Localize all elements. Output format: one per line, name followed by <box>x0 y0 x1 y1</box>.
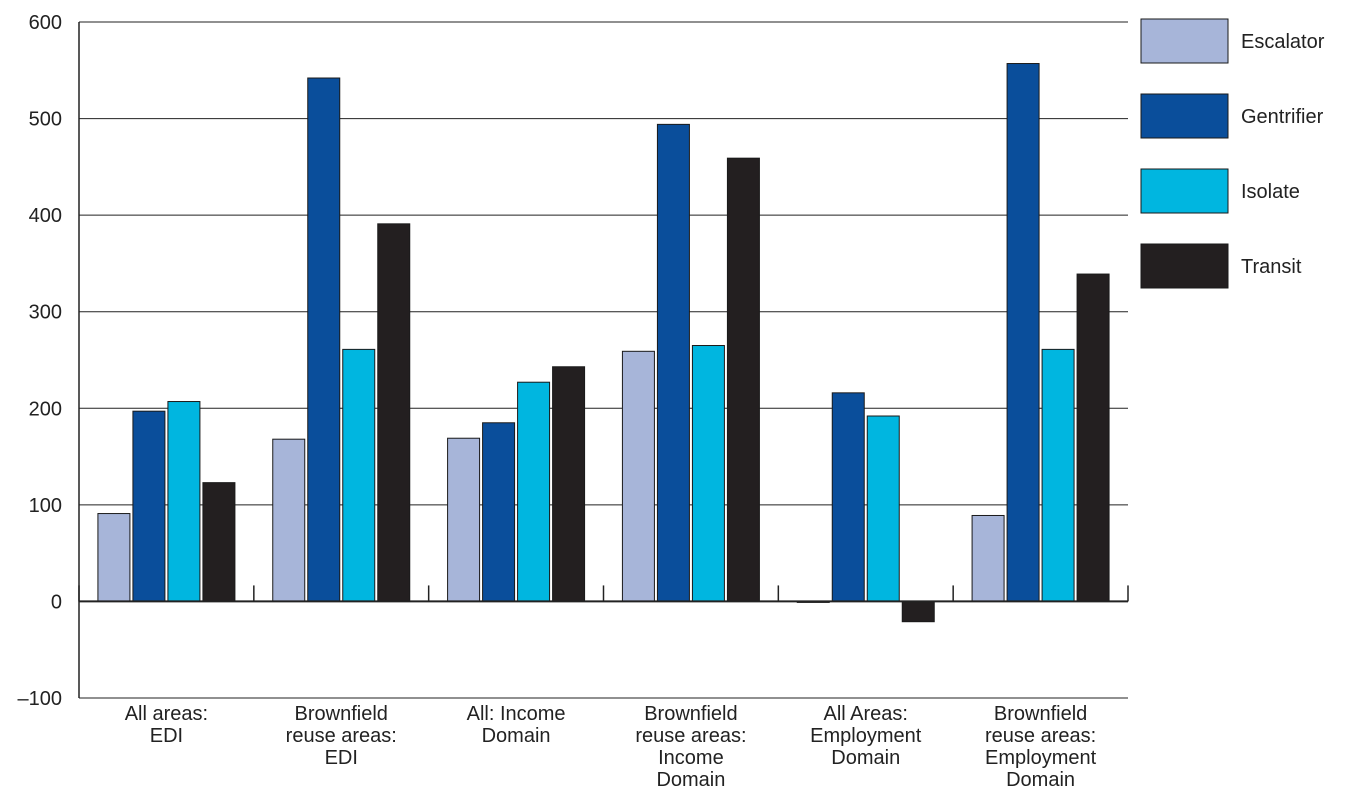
x-category-label-line: Employment <box>810 725 922 747</box>
y-tick-label: 500 <box>29 109 62 131</box>
x-category-label-line: Brownfield <box>295 703 388 725</box>
bar <box>517 381 551 602</box>
y-tick-label: 0 <box>51 591 62 613</box>
x-category-label: Brownfield reuse areas: Income Domain <box>635 703 746 791</box>
x-category-label: Brownfield reuse areas: EDI <box>286 703 397 769</box>
bar <box>971 514 1005 602</box>
bar <box>1006 63 1040 602</box>
x-category-label: Brownfield reuse areas: Employment Domain <box>985 703 1097 791</box>
bar <box>272 438 306 602</box>
x-category-label-line: Domain <box>656 769 725 791</box>
bar <box>1041 348 1075 602</box>
bar <box>726 157 760 602</box>
x-category-label-line: reuse areas: <box>635 725 746 747</box>
legend-label: Transit <box>1241 256 1302 278</box>
gridlines <box>79 21 1128 506</box>
y-tick-label: 400 <box>29 205 62 227</box>
y-tick-label: 100 <box>29 495 62 517</box>
x-category-label-line: Domain <box>482 725 551 747</box>
x-category-label-line: EDI <box>150 725 183 747</box>
bar <box>866 415 900 602</box>
legend-label: Isolate <box>1241 181 1300 203</box>
bar <box>482 422 516 602</box>
axes <box>78 22 1129 699</box>
x-category-label-line: reuse areas: <box>985 725 1096 747</box>
x-category-label-line: Domain <box>1006 769 1075 791</box>
x-category-label: All areas: EDI <box>125 703 208 747</box>
x-category-label-line: Domain <box>831 747 900 769</box>
bar <box>132 410 166 602</box>
legend-swatch <box>1140 18 1229 64</box>
legend: Escalator Gentrifier Isolate Transit <box>1140 18 1325 289</box>
y-axis-tick-labels: –100 0 100 200 300 400 500 600 <box>18 12 63 710</box>
legend-swatch <box>1140 243 1229 289</box>
bar <box>621 350 655 602</box>
bar <box>97 513 131 602</box>
bar <box>691 345 725 602</box>
x-category-label-line: EDI <box>325 747 358 769</box>
bar <box>307 77 341 602</box>
bar <box>552 366 586 602</box>
x-category-label-line: Income <box>658 747 724 769</box>
x-category-label-line: Brownfield <box>644 703 737 725</box>
bar <box>377 223 411 602</box>
x-category-label-line: All Areas: <box>824 703 908 725</box>
x-category-label-line: Employment <box>985 747 1097 769</box>
bar <box>167 401 201 602</box>
bar <box>901 600 935 623</box>
x-category-label: All: Income Domain <box>467 703 566 747</box>
legend-label: Escalator <box>1241 31 1325 53</box>
bar <box>342 348 376 602</box>
bar <box>202 482 236 602</box>
x-category-label: All Areas: Employment Domain <box>810 703 922 769</box>
legend-swatch <box>1140 168 1229 214</box>
legend-label: Gentrifier <box>1241 106 1324 128</box>
bar <box>447 437 481 602</box>
y-tick-label: –100 <box>18 688 63 710</box>
x-category-label-line: All: Income <box>467 703 566 725</box>
bar <box>1076 273 1110 602</box>
bar <box>656 123 690 602</box>
bar <box>831 392 865 602</box>
y-tick-label: 600 <box>29 12 62 34</box>
legend-swatch <box>1140 93 1229 139</box>
bars <box>97 63 1110 623</box>
x-category-label-line: All areas: <box>125 703 208 725</box>
y-tick-label: 300 <box>29 302 62 324</box>
y-tick-label: 200 <box>29 398 62 420</box>
x-category-label-line: Brownfield <box>994 703 1087 725</box>
x-category-label-line: reuse areas: <box>286 725 397 747</box>
